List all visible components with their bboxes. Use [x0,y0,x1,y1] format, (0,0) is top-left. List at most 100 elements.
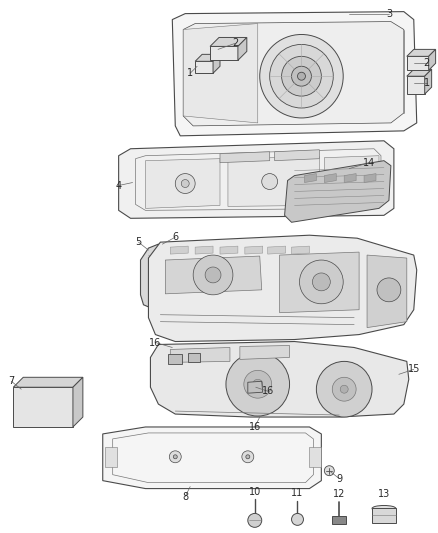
Circle shape [332,377,356,401]
Polygon shape [268,246,286,254]
Text: 6: 6 [172,232,178,242]
Polygon shape [324,156,379,204]
Polygon shape [364,174,376,182]
Polygon shape [170,348,230,362]
Polygon shape [367,255,407,328]
Circle shape [248,513,262,527]
Circle shape [205,267,221,283]
Circle shape [181,180,189,188]
Polygon shape [372,508,396,523]
Polygon shape [195,54,220,61]
Circle shape [253,379,263,389]
Circle shape [262,174,278,190]
Circle shape [244,370,272,398]
Circle shape [193,255,233,295]
Polygon shape [103,427,321,489]
Text: 16: 16 [261,386,274,396]
Polygon shape [344,174,356,182]
Circle shape [292,513,304,526]
Polygon shape [425,69,431,94]
Polygon shape [332,516,346,524]
Polygon shape [275,150,319,160]
Polygon shape [407,69,431,76]
Text: 4: 4 [116,181,122,190]
Circle shape [340,385,348,393]
Polygon shape [324,174,336,182]
Text: 1: 1 [424,78,430,88]
Text: 9: 9 [336,474,342,483]
Circle shape [312,273,330,291]
Circle shape [282,56,321,96]
Polygon shape [285,160,391,222]
Polygon shape [429,50,436,70]
Circle shape [349,175,359,185]
Polygon shape [195,246,213,254]
Circle shape [175,174,195,193]
Polygon shape [73,377,83,427]
Polygon shape [145,159,220,208]
Polygon shape [213,54,220,73]
Text: 8: 8 [182,491,188,502]
Text: 5: 5 [135,237,141,247]
Polygon shape [195,61,213,73]
Circle shape [246,455,250,459]
Polygon shape [407,56,429,70]
Polygon shape [240,345,290,359]
Text: 16: 16 [249,422,261,432]
Polygon shape [228,157,319,206]
Polygon shape [309,447,321,467]
Polygon shape [105,447,117,467]
Circle shape [292,66,311,86]
Polygon shape [188,353,200,362]
Polygon shape [148,235,417,342]
Circle shape [297,72,305,80]
Circle shape [316,361,372,417]
Circle shape [242,451,254,463]
Polygon shape [119,141,394,219]
Polygon shape [172,12,417,136]
Circle shape [342,168,366,192]
Text: 3: 3 [386,9,392,19]
Polygon shape [407,76,425,94]
Polygon shape [183,23,258,123]
Polygon shape [170,246,188,254]
Text: 1: 1 [187,68,193,78]
Polygon shape [292,246,309,254]
Polygon shape [210,46,238,60]
Polygon shape [150,342,409,417]
Circle shape [170,451,181,463]
Text: 15: 15 [408,365,420,374]
Polygon shape [407,50,436,56]
Circle shape [270,44,333,108]
Polygon shape [183,21,404,126]
Text: 11: 11 [291,488,304,498]
Polygon shape [248,381,263,393]
Text: 12: 12 [333,489,346,498]
Text: 16: 16 [149,337,162,348]
Polygon shape [279,252,359,313]
Polygon shape [165,256,262,294]
Circle shape [226,352,290,416]
Polygon shape [13,387,73,427]
Text: 2: 2 [424,58,430,68]
Polygon shape [304,174,316,182]
Polygon shape [210,37,247,46]
Text: 2: 2 [232,38,238,49]
Polygon shape [13,377,83,387]
Text: 13: 13 [378,489,390,498]
Text: 10: 10 [249,487,261,497]
Ellipse shape [372,505,396,512]
Polygon shape [220,246,238,254]
Circle shape [260,35,343,118]
Circle shape [300,260,343,304]
Text: 7: 7 [8,376,14,386]
Circle shape [173,455,177,459]
Polygon shape [141,244,168,308]
Polygon shape [245,246,263,254]
Circle shape [377,278,401,302]
Polygon shape [168,354,182,365]
Circle shape [324,466,334,475]
Polygon shape [238,37,247,60]
Polygon shape [220,152,270,163]
Text: 14: 14 [363,158,375,168]
